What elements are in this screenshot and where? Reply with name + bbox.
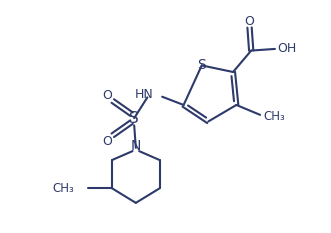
- Text: CH₃: CH₃: [263, 110, 285, 123]
- Text: O: O: [245, 15, 255, 28]
- Text: OH: OH: [277, 42, 296, 55]
- Text: N: N: [131, 139, 141, 153]
- Text: S: S: [129, 111, 139, 126]
- Text: CH₃: CH₃: [53, 182, 74, 195]
- Text: HN: HN: [135, 88, 153, 101]
- Text: O: O: [102, 89, 112, 102]
- Text: O: O: [102, 135, 112, 148]
- Text: S: S: [197, 58, 206, 72]
